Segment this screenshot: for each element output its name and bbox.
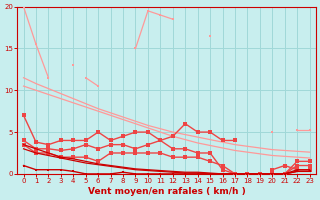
X-axis label: Vent moyen/en rafales ( km/h ): Vent moyen/en rafales ( km/h ) [88, 187, 245, 196]
